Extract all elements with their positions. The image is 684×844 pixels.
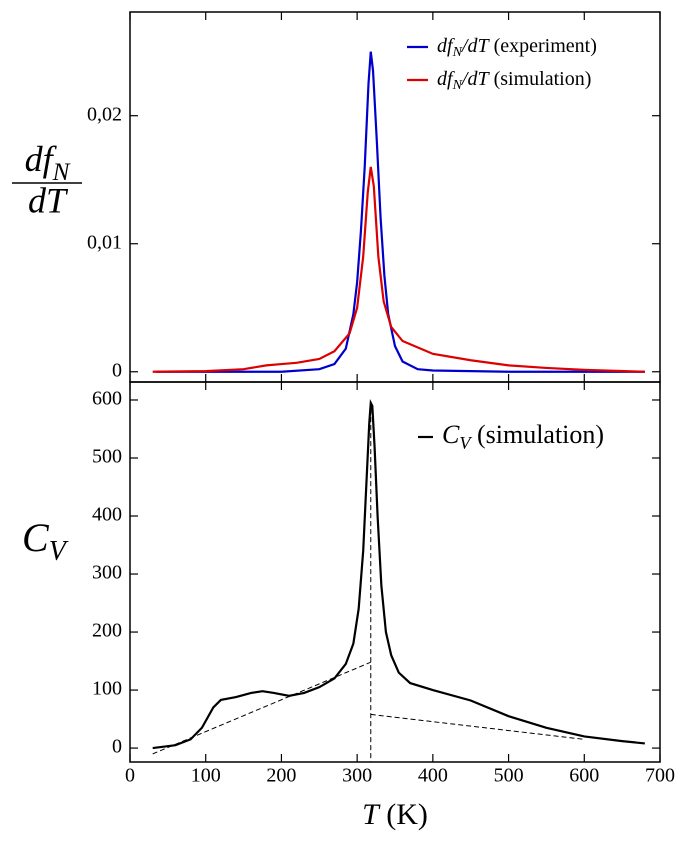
y-tick-label: 200: [92, 620, 122, 642]
y-tick-label: 0: [112, 359, 122, 381]
y-axis-label: dT: [28, 180, 69, 220]
y-tick-label: 0,01: [87, 231, 122, 253]
y-tick-label: 0,02: [87, 103, 122, 125]
x-axis-label: T (K): [362, 798, 428, 831]
guide-line: [152, 661, 371, 755]
x-tick-label: 700: [645, 765, 675, 787]
legend-label: CV (simulation): [442, 420, 604, 453]
y-tick-label: 0: [112, 736, 122, 758]
x-tick-label: 0: [125, 765, 135, 787]
legend-label: dfN/dT (experiment): [437, 35, 597, 61]
x-tick-label: 600: [569, 765, 599, 787]
y-tick-label: 600: [92, 388, 122, 410]
series-line: [152, 166, 645, 373]
y-tick-label: 400: [92, 504, 122, 526]
guide-line: [370, 713, 585, 740]
series-line: [156, 51, 645, 373]
x-tick-label: 400: [418, 765, 448, 787]
y-axis-label: CV: [22, 515, 69, 567]
x-tick-label: 100: [191, 765, 221, 787]
plot-frame: [129, 381, 661, 763]
y-tick-label: 500: [92, 446, 122, 468]
legend-label: dfN/dT (simulation): [437, 68, 591, 94]
x-tick-label: 200: [266, 765, 296, 787]
y-axis-label: dfN: [25, 139, 71, 185]
series-line: [152, 398, 645, 750]
y-tick-label: 100: [92, 678, 122, 700]
y-tick-label: 300: [92, 562, 122, 584]
x-tick-label: 500: [494, 765, 524, 787]
x-tick-label: 300: [342, 765, 372, 787]
